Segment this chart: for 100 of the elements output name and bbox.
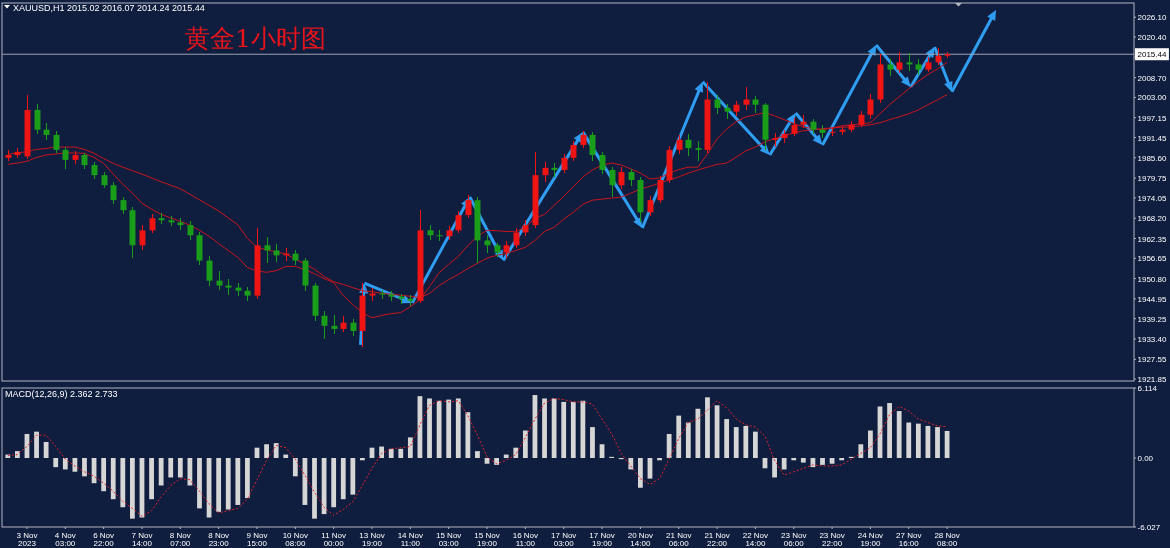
x-tick-label: 16 Nov 11:00: [512, 530, 539, 548]
bar: [283, 454, 289, 458]
x-tick-label: 17 Nov 19:00: [589, 530, 615, 548]
x-tick-label: 15 Nov 19:00: [474, 530, 500, 548]
y-tick-label: 1997.15: [1137, 113, 1167, 123]
bar: [590, 427, 595, 458]
bar: [312, 458, 317, 519]
candlestick: [695, 140, 702, 162]
bar: [158, 458, 164, 486]
x-tick-label: 3 Nov 2023: [16, 530, 38, 548]
bar: [839, 458, 845, 461]
bar: [820, 458, 825, 465]
y-tick-label: 2020.40: [1137, 32, 1167, 42]
candlestick: [896, 51, 903, 74]
bar: [657, 458, 662, 461]
bar: [887, 403, 892, 458]
bar: [475, 451, 480, 458]
bar: [781, 458, 787, 470]
bar: [896, 411, 902, 458]
bar: [465, 412, 471, 458]
bar: [177, 458, 183, 478]
y-tick-label: 0.00: [1137, 453, 1154, 463]
y-tick-label: 2026.10: [1137, 12, 1167, 22]
y-tick-label: 2003.00: [1137, 92, 1167, 102]
x-tick-label: 6 Nov 22:00: [93, 530, 115, 548]
x-tick-label: 13 Nov 19:00: [359, 530, 385, 548]
bar: [724, 419, 730, 458]
y-tick-label: 1974.05: [1137, 193, 1167, 203]
bar: [72, 458, 78, 472]
bar: [197, 458, 202, 509]
bar: [637, 458, 643, 488]
bar: [235, 458, 241, 505]
y-tick-label: 1950.80: [1137, 274, 1167, 284]
bar: [14, 451, 20, 458]
bar: [733, 427, 739, 458]
chart-title: MACD(12,26,9) 2.362 2.733: [5, 389, 118, 399]
bar: [513, 447, 519, 458]
bar: [62, 458, 68, 470]
bar: [666, 433, 672, 458]
bar: [915, 423, 921, 458]
x-tick-label: 23 Nov 22:00: [819, 530, 845, 548]
bar: [120, 458, 126, 508]
bar: [130, 458, 135, 519]
bar: [331, 458, 337, 508]
bar: [292, 458, 298, 477]
x-tick-label: 9 Nov 15:00: [246, 530, 268, 548]
bar: [800, 458, 806, 463]
bar: [110, 458, 116, 500]
x-tick-label: 20 Nov 14:00: [627, 530, 654, 548]
bar: [455, 398, 461, 458]
x-tick-label: 15 Nov 03:00: [436, 530, 462, 548]
bar: [149, 458, 154, 500]
bar: [398, 448, 404, 458]
bar: [388, 448, 394, 458]
x-tick-label: 21 Nov 22:00: [704, 530, 730, 548]
y-tick-label: 1921.85: [1137, 374, 1167, 384]
bar: [446, 399, 452, 458]
x-tick-label: 14 Nov 11:00: [397, 530, 424, 548]
x-tick-label: 4 Nov 03:00: [54, 530, 76, 548]
bar: [225, 458, 231, 510]
y-tick-label: 1927.55: [1137, 354, 1167, 364]
x-tick-label: 7 Nov 14:00: [131, 530, 153, 548]
y-tick-label: 1962.35: [1137, 234, 1167, 244]
bar: [379, 446, 384, 458]
bar: [542, 398, 547, 458]
x-tick-label: 8 Nov 07:00: [169, 530, 191, 548]
bar: [570, 401, 576, 458]
x-tick-label: 22 Nov 14:00: [742, 530, 769, 548]
bar: [53, 458, 59, 468]
y-tick-label: 2008.70: [1137, 73, 1167, 83]
ref-line-label: 2015.44: [1137, 49, 1167, 59]
bar: [503, 454, 509, 458]
x-tick-label: 17 Nov 03:00: [551, 530, 577, 548]
y-tick-label: -6.027: [1137, 522, 1161, 532]
bar: [340, 458, 346, 500]
bar: [522, 430, 528, 458]
bar: [216, 458, 222, 512]
x-tick-label: 11 Nov 00:00: [321, 530, 347, 548]
text: 黄金1小时图: [185, 24, 326, 53]
bar: [360, 458, 365, 461]
bar: [436, 400, 442, 458]
y-tick-label: 1939.25: [1137, 314, 1167, 324]
bar: [168, 458, 174, 478]
y-tick-label: 1956.65: [1137, 253, 1167, 263]
x-tick-label: 24 Nov 19:00: [857, 530, 884, 548]
candlestick: [743, 86, 750, 111]
y-tick-label: 1933.40: [1137, 334, 1167, 344]
bar: [494, 458, 500, 465]
bar: [34, 431, 39, 458]
bar: [350, 458, 356, 495]
x-tick-label: 21 Nov 06:00: [666, 530, 692, 548]
bar: [561, 401, 567, 458]
bar: [101, 458, 107, 492]
line-series: [7, 397, 948, 517]
bar: [82, 458, 87, 477]
bar: [43, 441, 49, 458]
bar: [245, 458, 250, 499]
x-tick-label: 8 Nov 23:00: [208, 530, 230, 548]
candlestick: [714, 94, 721, 115]
x-tick-label: 27 Nov 16:00: [896, 530, 922, 548]
